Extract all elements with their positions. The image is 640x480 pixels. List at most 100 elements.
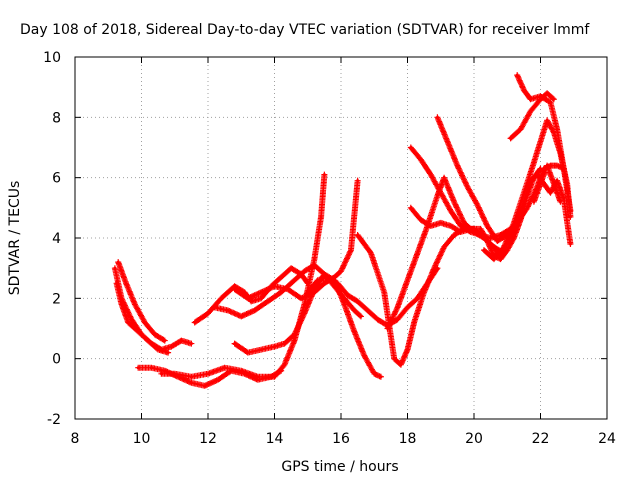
- grid-lines: [75, 57, 607, 419]
- series-arc-2: [113, 280, 172, 356]
- data-point: [223, 366, 227, 370]
- series-arc-8: [231, 177, 361, 302]
- data-point: [539, 167, 542, 171]
- y-axis-label: SDTVAR / TECUs: [7, 181, 23, 296]
- data-point: [439, 191, 443, 195]
- x-tick-label: 20: [465, 431, 483, 447]
- y-tick-label: 0: [52, 352, 61, 368]
- data-point: [163, 339, 167, 343]
- data-point: [362, 354, 366, 358]
- data-point: [555, 179, 559, 183]
- data-point: [256, 375, 260, 379]
- data-point: [442, 245, 446, 249]
- data-point: [113, 266, 117, 270]
- data-point: [409, 146, 413, 149]
- data-point: [292, 278, 296, 282]
- data-point: [366, 308, 370, 312]
- data-point: [352, 330, 356, 334]
- data-point: [273, 345, 276, 349]
- x-tick-label: 24: [598, 431, 616, 447]
- data-point: [193, 320, 197, 324]
- data-point: [469, 230, 473, 234]
- data-point: [369, 251, 373, 255]
- data-point: [239, 314, 243, 318]
- data-point: [386, 327, 390, 330]
- series-arc-18: [507, 90, 557, 142]
- data-point: [156, 348, 160, 352]
- data-point: [359, 314, 363, 318]
- data-point: [529, 109, 533, 113]
- data-point: [525, 206, 529, 210]
- data-point: [322, 173, 326, 177]
- data-point: [545, 91, 549, 95]
- series-arc-9: [231, 271, 384, 380]
- series-arc-10: [304, 265, 441, 329]
- y-tick-label: 8: [52, 110, 61, 126]
- data-point: [465, 185, 469, 189]
- data-point: [312, 257, 316, 261]
- data-point: [492, 254, 496, 258]
- data-point: [326, 275, 330, 279]
- data-point: [292, 333, 296, 337]
- data-point: [539, 139, 542, 143]
- data-point: [552, 130, 556, 134]
- data-point: [552, 182, 556, 186]
- data-point: [512, 227, 516, 231]
- data-point: [273, 375, 276, 379]
- data-point: [445, 139, 449, 143]
- x-tick-label: 18: [399, 431, 417, 447]
- data-point: [415, 296, 419, 300]
- data-point: [415, 251, 419, 255]
- data-point: [216, 378, 220, 382]
- data-point: [562, 167, 566, 171]
- data-point: [539, 182, 542, 186]
- data-point: [206, 372, 210, 376]
- data-point: [499, 257, 503, 261]
- data-point: [522, 200, 526, 204]
- y-tick-label: 10: [43, 50, 61, 66]
- data-point: [462, 221, 466, 225]
- data-point: [206, 311, 210, 315]
- data-point: [352, 308, 356, 312]
- data-point: [492, 257, 496, 261]
- data-point: [396, 317, 400, 321]
- data-point: [143, 320, 147, 324]
- data-point: [469, 227, 473, 231]
- data-point: [479, 227, 483, 231]
- data-point: [233, 342, 237, 346]
- data-point: [548, 100, 552, 104]
- data-point: [259, 296, 263, 300]
- data-point: [153, 333, 157, 337]
- x-tick-label: 10: [133, 431, 151, 447]
- series-arc-3: [115, 259, 168, 344]
- data-point: [412, 320, 416, 324]
- data-point: [449, 224, 453, 228]
- data-point: [452, 200, 456, 204]
- data-point: [282, 363, 286, 367]
- data-point: [406, 305, 409, 309]
- data-point: [495, 239, 499, 243]
- data-point: [406, 278, 409, 282]
- data-point: [548, 191, 552, 195]
- data-point: [179, 339, 183, 343]
- data-point: [379, 375, 383, 379]
- series-arc-20: [530, 162, 564, 205]
- data-point: [459, 230, 463, 234]
- data-point: [146, 339, 150, 343]
- data-point: [535, 173, 539, 177]
- x-tick-label: 12: [199, 431, 217, 447]
- x-tick-label: 8: [71, 431, 80, 447]
- data-point: [548, 164, 552, 168]
- data-point: [439, 221, 443, 225]
- data-point: [189, 375, 193, 379]
- data-point: [342, 302, 346, 306]
- data-point: [292, 339, 296, 343]
- data-point: [435, 266, 439, 270]
- data-point: [459, 224, 463, 228]
- data-point: [339, 269, 343, 273]
- data-point: [316, 278, 320, 282]
- data-point: [356, 299, 360, 303]
- data-point: [382, 290, 386, 294]
